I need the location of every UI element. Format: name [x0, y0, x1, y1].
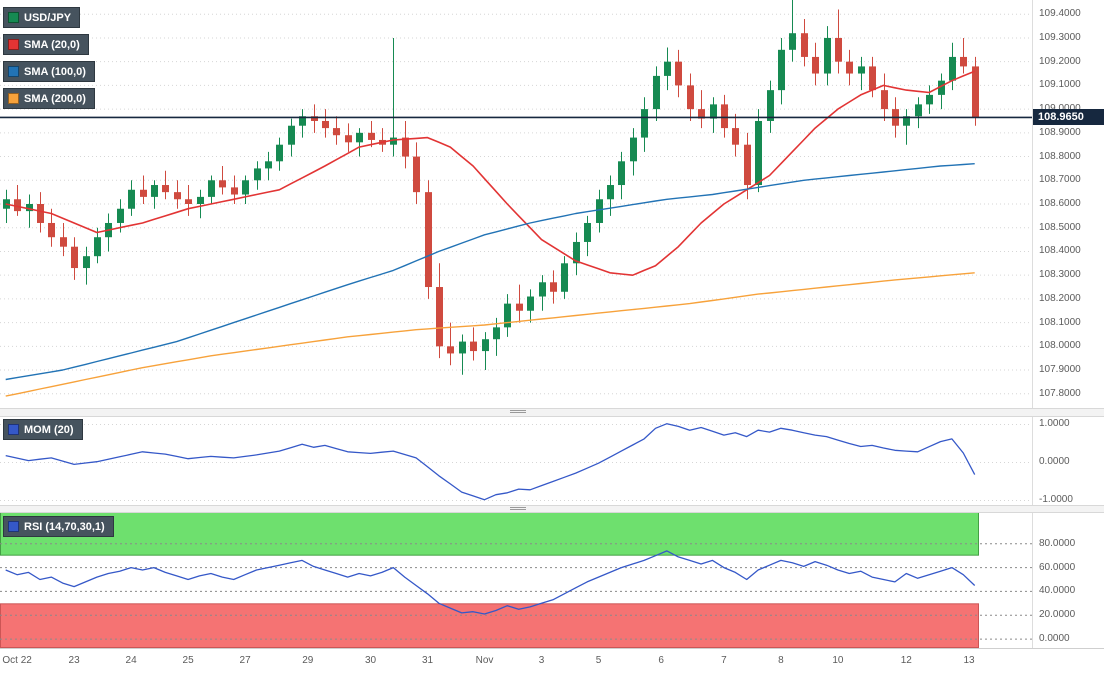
time-axis-tick: 24	[125, 655, 137, 666]
price-panel[interactable]	[0, 0, 1104, 408]
time-axis-tick: 13	[963, 655, 975, 666]
rsi-axis-tick: 40.0000	[1039, 585, 1076, 597]
symbol-label: USD/JPY	[24, 11, 72, 24]
price-axis-tick: 108.2000	[1039, 292, 1081, 304]
sma20-label: SMA (20,0)	[24, 38, 80, 51]
time-axis-tick: 12	[900, 655, 912, 666]
rsi-axis-tick: 0.0000	[1039, 633, 1070, 645]
sma200-label: SMA (200,0)	[24, 92, 86, 105]
price-chart-canvas[interactable]	[0, 0, 1032, 408]
time-axis-tick: 3	[538, 655, 545, 666]
time-axis-tick: 30	[364, 655, 377, 666]
momentum-axis-tick: -1.0000	[1039, 494, 1073, 506]
price-axis-tick: 108.9000	[1039, 126, 1081, 138]
time-axis-tick: Nov	[475, 655, 494, 666]
momentum-axis-tick: 0.0000	[1039, 456, 1070, 468]
time-axis-tick: 27	[239, 655, 251, 666]
price-axis-tick: 109.4000	[1039, 8, 1081, 20]
sma20-swatch-icon	[8, 39, 19, 50]
sma100-label: SMA (100,0)	[24, 65, 86, 78]
legend-symbol-badge[interactable]: USD/JPY	[3, 7, 81, 28]
legend-sma20-badge[interactable]: SMA (20,0)	[3, 34, 89, 55]
momentum-panel[interactable]	[0, 415, 1104, 505]
momentum-canvas[interactable]	[0, 415, 1032, 505]
splitter-momentum-rsi[interactable]	[0, 505, 1104, 513]
time-axis-tick: 23	[68, 655, 80, 666]
price-axis-tick: 108.7000	[1039, 174, 1081, 186]
price-axis-tick: 108.6000	[1039, 198, 1081, 209]
sma100-swatch-icon	[8, 66, 19, 77]
value-axis[interactable]: 109.4000 109.3000 109.2000 109.1000 109.0000…	[1032, 0, 1104, 648]
time-axis-tick: 6	[658, 655, 664, 666]
mom-swatch-icon	[8, 424, 19, 435]
price-axis-tick: 107.9000	[1039, 364, 1081, 376]
legend-rsi-badge[interactable]: RSI (14,70,30,1)	[3, 516, 114, 537]
rsi-axis-tick: 20.0000	[1039, 609, 1076, 621]
legend-mom-badge[interactable]: MOM (20)	[3, 419, 83, 440]
time-axis-tick: 31	[421, 655, 434, 666]
time-axis-tick: 10	[832, 655, 844, 666]
rsi-axis-tick: 60.0000	[1039, 561, 1076, 573]
price-axis-tick: 109.3000	[1039, 31, 1081, 43]
splitter-price-momentum[interactable]	[0, 408, 1104, 417]
price-axis-tick: 109.1000	[1039, 79, 1081, 91]
legend-sma200-badge[interactable]: SMA (200,0)	[3, 88, 95, 109]
price-axis-tick: 107.8000	[1039, 387, 1081, 399]
rsi-panel[interactable]	[0, 511, 1104, 648]
rsi-swatch-icon	[8, 521, 19, 532]
price-axis-tick: 108.1000	[1039, 316, 1081, 328]
price-axis-tick: 109.2000	[1039, 55, 1081, 67]
price-axis-tick: 108.8000	[1039, 150, 1081, 162]
splitter-grip-icon	[510, 507, 526, 511]
time-axis-tick: 8	[778, 655, 784, 666]
time-axis-tick: Oct 22	[2, 655, 32, 666]
time-axis-tick: 5	[595, 655, 602, 666]
price-axis-tick: 108.0000	[1039, 340, 1081, 352]
rsi-canvas[interactable]	[0, 511, 1032, 648]
momentum-axis-tick: 1.0000	[1039, 418, 1070, 430]
time-axis-tick: 25	[182, 655, 194, 666]
price-axis-tick: 108.3000	[1039, 269, 1081, 281]
time-axis-tick: 7	[721, 655, 727, 666]
time-axis[interactable]: Oct 22 23 24 25 27 29 30 31 Nov 3 5 6 7 8 10 12 13	[0, 648, 1104, 675]
current-price-badge: 108.9650	[1033, 109, 1104, 126]
time-axis-tick: 29	[302, 655, 314, 666]
price-axis-tick: 108.4000	[1039, 245, 1081, 257]
rsi-axis-tick: 80.0000	[1039, 537, 1076, 549]
rsi-label: RSI (14,70,30,1)	[24, 520, 105, 533]
mom-label: MOM (20)	[24, 423, 74, 436]
price-axis-tick: 109.0000	[1039, 103, 1081, 114]
price-axis-tick: 108.5000	[1039, 221, 1081, 233]
legend-sma100-badge[interactable]: SMA (100,0)	[3, 61, 95, 82]
sma200-swatch-icon	[8, 93, 19, 104]
splitter-grip-icon	[510, 410, 526, 414]
symbol-swatch-icon	[8, 12, 19, 23]
